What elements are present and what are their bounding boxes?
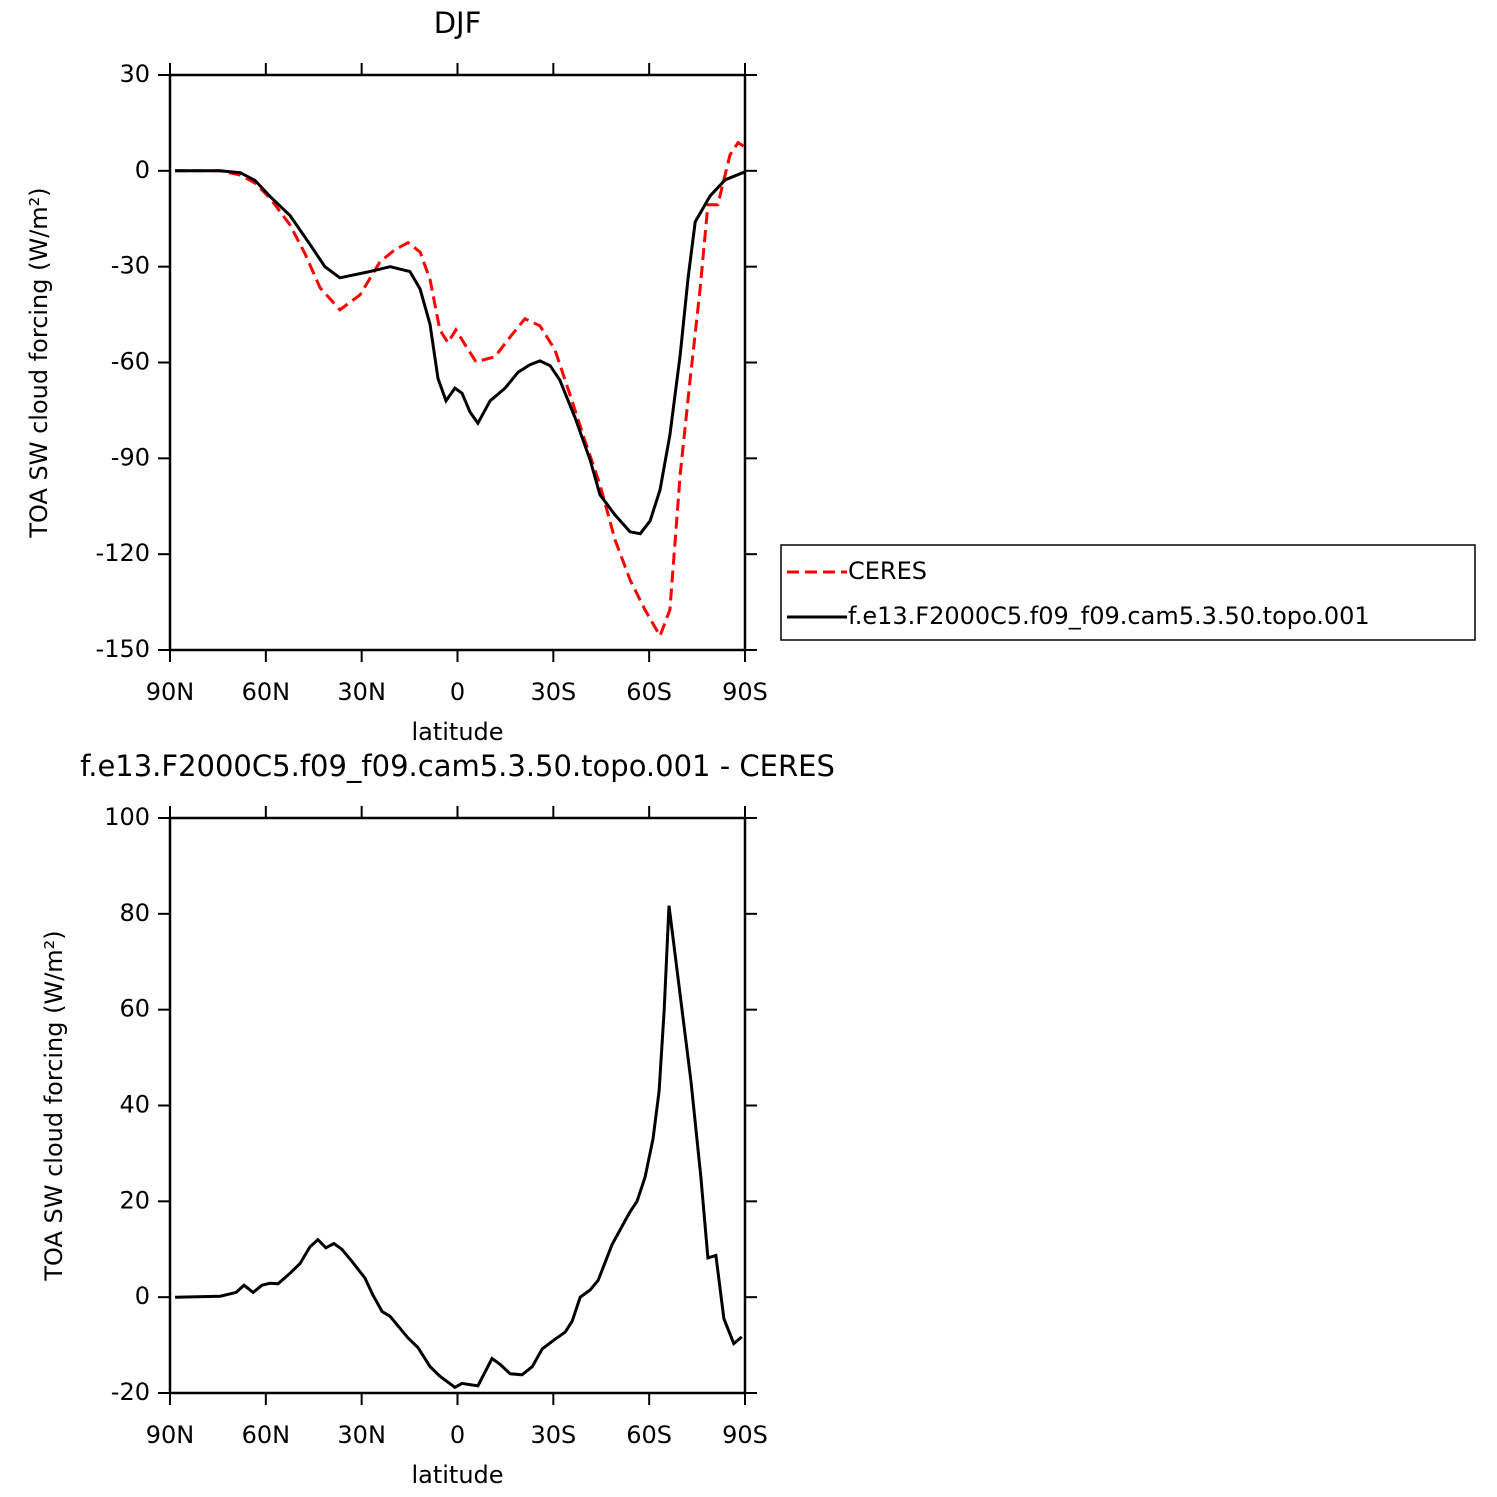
chart-title: f.e13.F2000C5.f09_f09.cam5.3.50.topo.001… xyxy=(80,749,835,783)
x-tick-label: 90N xyxy=(146,1421,195,1449)
data-line xyxy=(175,169,746,536)
legend-label: f.e13.F2000C5.f09_f09.cam5.3.50.topo.001 xyxy=(848,602,1370,630)
y-tick-label: 80 xyxy=(119,899,150,927)
x-tick-label: 30N xyxy=(337,1421,386,1449)
x-tick-label: 0 xyxy=(450,678,465,706)
y-tick-label: -30 xyxy=(111,252,150,280)
y-tick-label: 0 xyxy=(135,156,150,184)
y-tick-label: -60 xyxy=(111,348,150,376)
x-axis-label: latitude xyxy=(411,718,503,746)
y-tick-label: -120 xyxy=(96,539,150,567)
x-tick-label: 90S xyxy=(722,1421,768,1449)
y-tick-label: 30 xyxy=(119,60,150,88)
x-tick-label: 60S xyxy=(626,678,672,706)
data-line xyxy=(175,140,746,640)
y-tick-label: 0 xyxy=(135,1282,150,1310)
y-tick-label: 40 xyxy=(119,1091,150,1119)
y-tick-label: -20 xyxy=(111,1378,150,1406)
x-tick-label: 60N xyxy=(242,1421,291,1449)
x-tick-label: 0 xyxy=(450,1421,465,1449)
legend-box xyxy=(780,544,1476,641)
y-tick-label: 60 xyxy=(119,995,150,1023)
x-tick-label: 90S xyxy=(722,678,768,706)
y-tick-label: -150 xyxy=(96,635,150,663)
x-tick-label: 30S xyxy=(530,678,576,706)
x-tick-label: 30N xyxy=(337,678,386,706)
x-axis-label: latitude xyxy=(411,1461,503,1489)
y-tick-label: 20 xyxy=(119,1186,150,1214)
y-axis-label: TOA SW cloud forcing (W/m²) xyxy=(40,930,68,1281)
x-tick-label: 60S xyxy=(626,1421,672,1449)
x-tick-label: 30S xyxy=(530,1421,576,1449)
data-line xyxy=(175,905,743,1390)
y-tick-label: 100 xyxy=(104,803,150,831)
y-tick-label: -90 xyxy=(111,443,150,471)
x-tick-label: 60N xyxy=(242,678,291,706)
plot-frame xyxy=(168,816,747,1395)
legend-label: CERES xyxy=(848,557,927,585)
chart-title: DJF xyxy=(434,6,482,40)
y-axis-label: TOA SW cloud forcing (W/m²) xyxy=(25,187,53,538)
x-tick-label: 90N xyxy=(146,678,195,706)
plot-frame xyxy=(168,73,747,652)
